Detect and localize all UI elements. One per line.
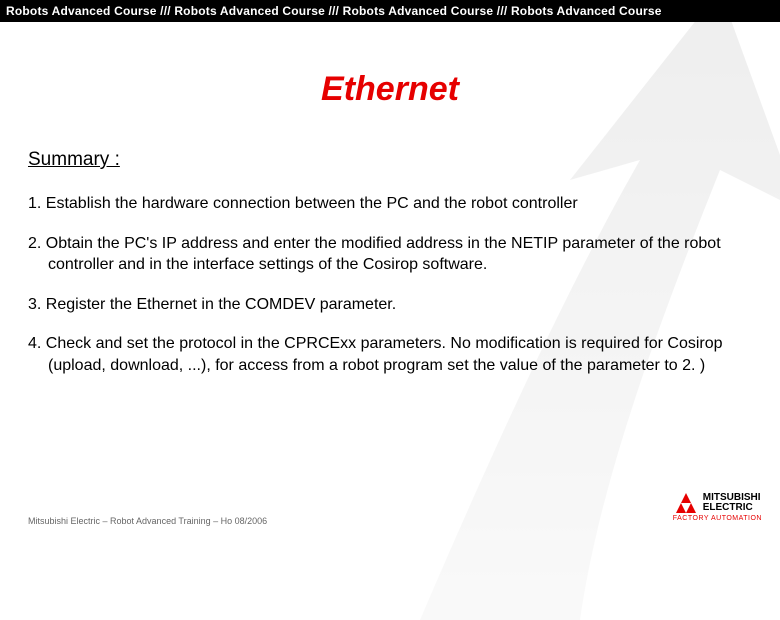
summary-label: Summary : bbox=[28, 149, 752, 171]
summary-step: 3. Register the Ethernet in the COMDEV p… bbox=[28, 294, 752, 316]
page-title: Ethernet bbox=[0, 70, 780, 109]
footer-text: Mitsubishi Electric – Robot Advanced Tra… bbox=[28, 516, 267, 526]
summary-step: 2. Obtain the PC's IP address and enter … bbox=[28, 233, 752, 276]
content-area: Summary : 1. Establish the hardware conn… bbox=[0, 149, 780, 377]
header-bar: Robots Advanced Course /// Robots Advanc… bbox=[0, 0, 780, 22]
summary-step: 4. Check and set the protocol in the CPR… bbox=[28, 333, 752, 376]
brand-logo: MITSUBISHI ELECTRIC FACTORY AUTOMATION bbox=[673, 493, 762, 522]
logo-subtext: FACTORY AUTOMATION bbox=[673, 515, 762, 522]
logo-icon bbox=[673, 493, 699, 513]
logo-brand-line2: ELECTRIC bbox=[703, 503, 761, 513]
header-text: Robots Advanced Course /// Robots Advanc… bbox=[6, 4, 662, 18]
summary-step: 1. Establish the hardware connection bet… bbox=[28, 193, 752, 215]
